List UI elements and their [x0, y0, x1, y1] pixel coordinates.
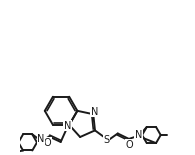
Text: N: N — [37, 134, 44, 144]
Text: N: N — [135, 130, 142, 140]
Text: O: O — [43, 138, 51, 148]
Text: S: S — [104, 135, 110, 146]
Text: O: O — [126, 140, 133, 150]
Text: N: N — [64, 121, 71, 131]
Text: N: N — [90, 107, 98, 117]
